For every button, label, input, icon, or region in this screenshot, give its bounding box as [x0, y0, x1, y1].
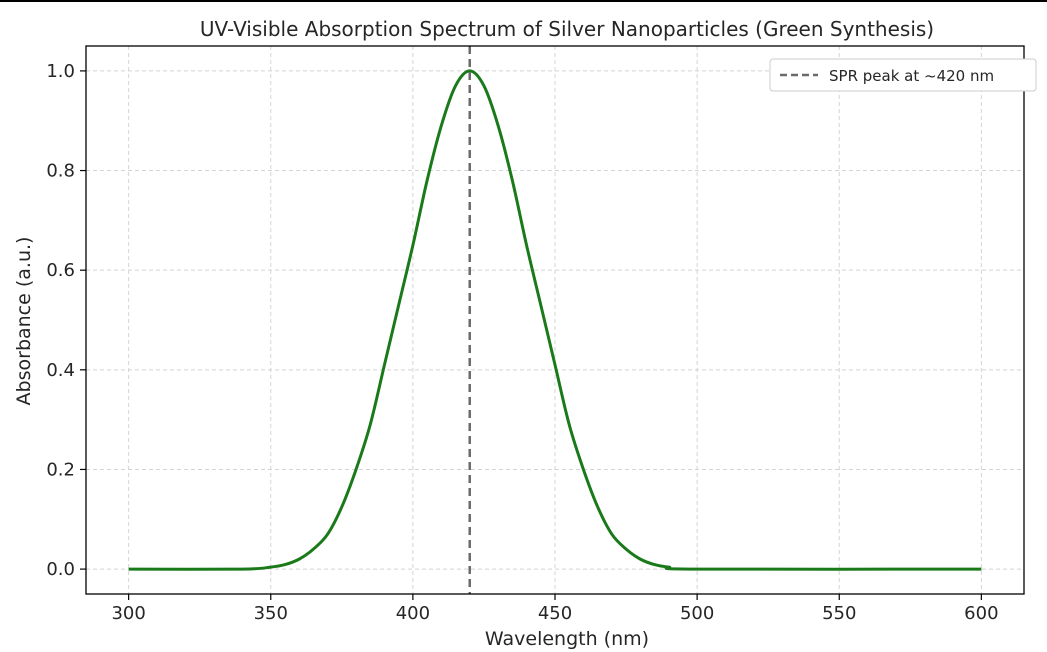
y-tick-label: 1.0	[46, 61, 75, 82]
y-tick-label: 0.0	[46, 559, 75, 580]
x-tick-label: 350	[254, 603, 288, 624]
x-tick-label: 600	[964, 603, 998, 624]
grid-lines	[86, 46, 1024, 594]
chart-title: UV-Visible Absorption Spectrum of Silver…	[200, 17, 934, 41]
top-border	[0, 0, 1047, 2]
x-tick-label: 450	[538, 603, 572, 624]
y-tick-label: 0.8	[46, 161, 75, 182]
axis-ticks: 300 350 400 450 500 550 600 0.0 0.2 0.4 0.6 0.8 1.0	[46, 61, 998, 624]
x-tick-label: 550	[822, 603, 856, 624]
x-tick-label: 300	[111, 603, 145, 624]
absorbance-series-line	[128, 69, 982, 571]
legend: SPR peak at ~420 nm	[769, 58, 1037, 92]
y-tick-label: 0.4	[46, 360, 75, 381]
legend-label-spr-peak: SPR peak at ~420 nm	[829, 67, 994, 85]
legend-box	[769, 58, 1037, 92]
plot-curves	[128, 46, 982, 594]
y-tick-label: 0.2	[46, 459, 75, 480]
y-axis-label: Absorbance (a.u.)	[13, 237, 35, 406]
x-axis-label: Wavelength (nm)	[485, 628, 649, 650]
x-tick-label: 400	[396, 603, 430, 624]
y-tick-label: 0.6	[46, 260, 75, 281]
x-tick-label: 500	[680, 603, 714, 624]
